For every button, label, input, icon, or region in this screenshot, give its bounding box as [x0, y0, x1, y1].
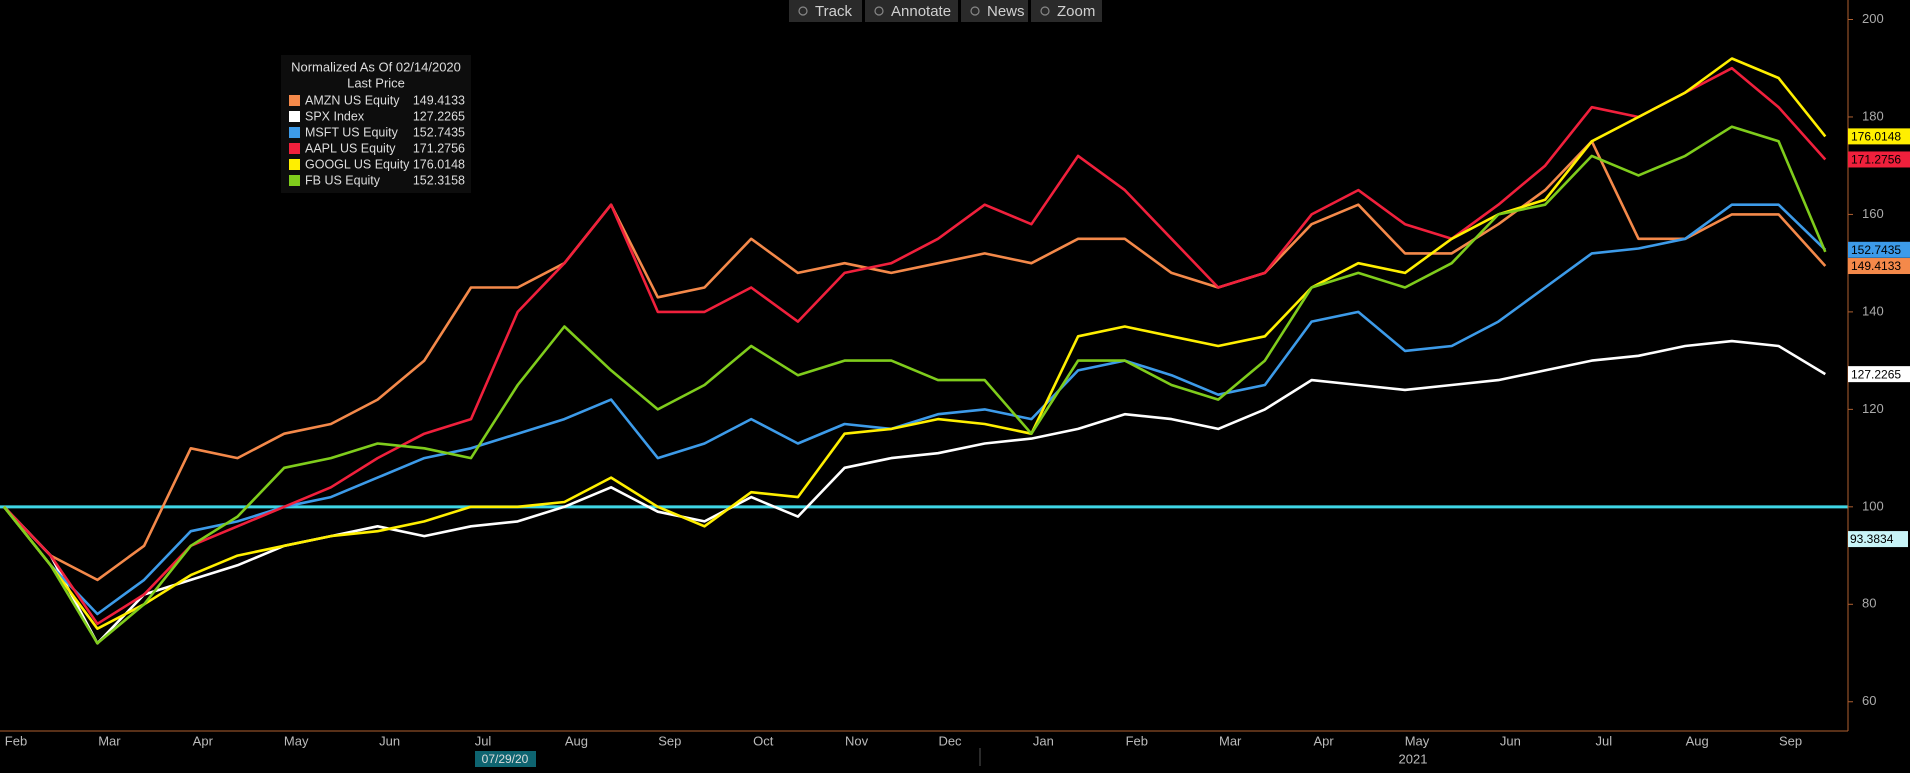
y-tick-label: 160 — [1862, 206, 1884, 221]
legend-value: 152.7435 — [413, 125, 465, 139]
legend-label: AAPL US Equity — [305, 141, 396, 155]
x-tick-label: Nov — [845, 733, 869, 748]
legend-swatch — [289, 127, 300, 138]
price-tag — [1848, 151, 1910, 168]
x-tick-label: Oct — [753, 733, 774, 748]
price-tag-label: 171.2756 — [1851, 153, 1901, 167]
legend-value: 152.3158 — [413, 173, 465, 187]
price-tag — [1848, 128, 1910, 145]
x-tick-label: Feb — [5, 733, 27, 748]
legend-swatch — [289, 95, 300, 106]
legend-swatch — [289, 111, 300, 122]
y-tick-label: 200 — [1862, 11, 1884, 26]
x-tick-label: Sep — [658, 733, 681, 748]
legend-swatch — [289, 159, 300, 170]
toolbar-icon — [798, 6, 808, 16]
x-tick-label: Jul — [1595, 733, 1612, 748]
x-tick-label: May — [1405, 733, 1430, 748]
x-tick-label: Aug — [1686, 733, 1709, 748]
series-line — [2, 57, 1827, 630]
legend-swatch — [289, 175, 300, 186]
price-tag — [1848, 258, 1910, 275]
toolbar-label: Zoom — [1057, 3, 1095, 20]
legend-label: MSFT US Equity — [305, 125, 399, 139]
series-line — [2, 203, 1827, 616]
x-tick-label: Jun — [1500, 733, 1521, 748]
x-tick-label: May — [284, 733, 309, 748]
toolbar-label: Annotate — [891, 3, 951, 20]
y-tick-label: 60 — [1862, 693, 1876, 708]
y-tick-label: 140 — [1862, 303, 1884, 318]
x-tick-label: Jun — [379, 733, 400, 748]
price-tag-label: 127.2265 — [1851, 367, 1901, 381]
toolbar-button[interactable] — [1031, 0, 1102, 22]
legend-title: Normalized As Of 02/14/2020 — [291, 59, 461, 74]
reference-tag — [1848, 531, 1908, 548]
legend-label: AMZN US Equity — [305, 93, 400, 107]
legend-box — [281, 55, 471, 193]
toolbar-icon — [1040, 6, 1050, 16]
series-line — [3, 66, 1827, 626]
legend-label: SPX Index — [305, 109, 365, 123]
toolbar: Track Annotate News Zoom — [789, 0, 1102, 22]
toolbar-button[interactable] — [961, 0, 1028, 22]
date-marker: 07/29/20 — [482, 752, 529, 766]
y-tick-label: 100 — [1862, 498, 1884, 513]
x-tick-label: Dec — [938, 733, 962, 748]
plot-area — [0, 57, 1848, 645]
toolbar-label: Track — [815, 3, 852, 20]
x-tick-label: Sep — [1779, 733, 1802, 748]
x-tick-label: Apr — [1313, 733, 1334, 748]
x-tick-label: Jul — [475, 733, 492, 748]
legend-value: 149.4133 — [413, 93, 465, 107]
year-label: 2021 — [1399, 751, 1428, 766]
legend-subtitle: Last Price — [347, 75, 405, 90]
toolbar-label: News — [987, 3, 1025, 20]
x-tick-label: Feb — [1126, 733, 1148, 748]
legend-value: 176.0148 — [413, 157, 465, 171]
y-tick-label: 80 — [1862, 596, 1876, 611]
x-tick-label: Mar — [98, 733, 121, 748]
legend-value: 171.2756 — [413, 141, 465, 155]
price-tag — [1848, 366, 1910, 383]
date-marker-box — [475, 751, 536, 767]
x-tick-label: Apr — [193, 733, 214, 748]
toolbar-button[interactable] — [789, 0, 862, 22]
x-tick-label: Aug — [565, 733, 588, 748]
price-tag-label: 176.0148 — [1851, 130, 1901, 144]
price-tag — [1848, 241, 1910, 258]
toolbar-icon — [874, 6, 884, 16]
toolbar-button[interactable] — [865, 0, 958, 22]
x-tick-label: Jan — [1033, 733, 1054, 748]
series-line — [2, 125, 1827, 645]
legend-label: FB US Equity — [305, 173, 381, 187]
price-tag-label: 152.7435 — [1851, 243, 1901, 257]
x-tick-label: Mar — [1219, 733, 1242, 748]
legend-label: GOOGL US Equity — [305, 157, 410, 171]
y-tick-label: 120 — [1862, 401, 1884, 416]
price-tag-label: 149.4133 — [1851, 259, 1901, 273]
legend-value: 127.2265 — [413, 109, 465, 123]
toolbar-icon — [970, 6, 980, 16]
reference-tag-label: 93.3834 — [1850, 532, 1894, 546]
y-tick-label: 180 — [1862, 108, 1884, 123]
legend-swatch — [289, 143, 300, 154]
